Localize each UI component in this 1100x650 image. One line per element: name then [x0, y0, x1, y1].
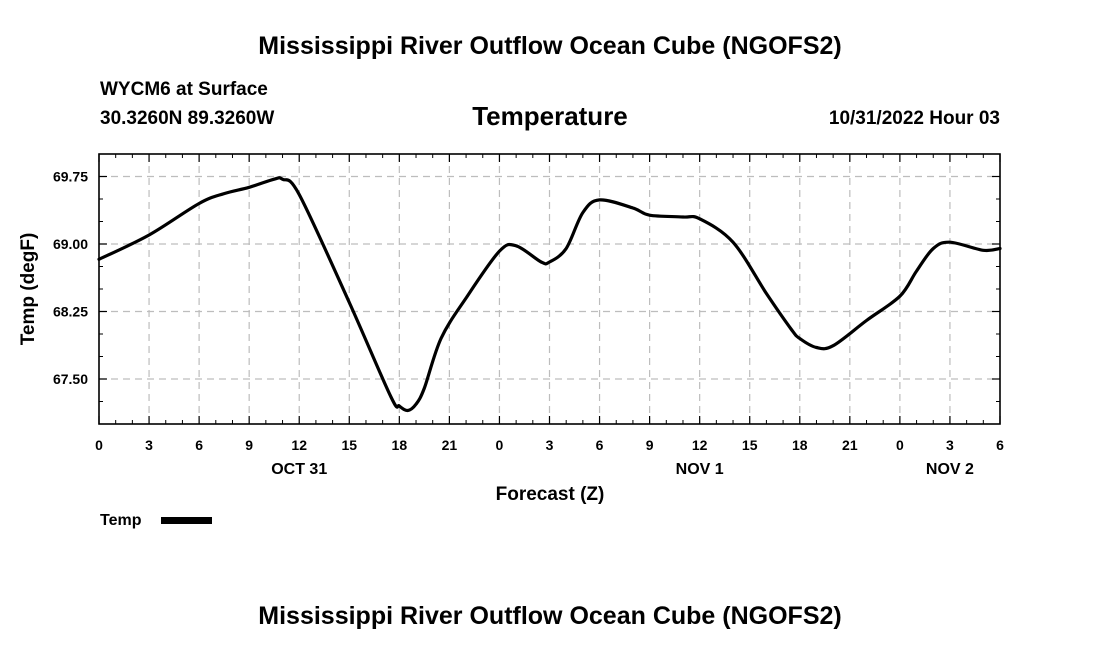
legend: Temp	[100, 512, 212, 529]
legend-label: Temp	[100, 512, 142, 529]
gridlines	[99, 154, 1000, 424]
y-tick-labels: 67.50 68.25 69.00 69.75	[53, 169, 88, 388]
temp-series-line	[97, 176, 1002, 413]
x-tick-label: 21	[842, 437, 858, 453]
y-tick-label: 68.25	[53, 304, 88, 320]
legend-swatch	[161, 517, 212, 524]
series-layer	[97, 176, 1002, 413]
y-tick-label: 69.00	[53, 236, 88, 252]
footer-title: Mississippi River Outflow Ocean Cube (NG…	[258, 602, 841, 630]
x-tick-label: 21	[442, 437, 458, 453]
x-tick-label: 18	[392, 437, 408, 453]
page-title: Mississippi River Outflow Ocean Cube (NG…	[258, 32, 841, 60]
x-tick-label: 3	[145, 437, 153, 453]
x-tick-label: 0	[496, 437, 504, 453]
x-tick-label: 6	[996, 437, 1004, 453]
x-tick-label: 0	[95, 437, 103, 453]
x-tick-label: 15	[341, 437, 357, 453]
date-label: NOV 2	[926, 461, 974, 478]
station-label: WYCM6 at Surface	[100, 79, 268, 100]
coordinates-label: 30.3260N 89.3260W	[100, 108, 274, 129]
forecast-datetime: 10/31/2022 Hour 03	[829, 108, 1000, 129]
x-tick-label: 9	[245, 437, 253, 453]
x-tick-label: 3	[546, 437, 554, 453]
x-tick-label: 18	[792, 437, 808, 453]
plot-frame	[98, 153, 1001, 425]
x-tick-label: 9	[646, 437, 654, 453]
date-labels: OCT 31 NOV 1 NOV 2	[271, 461, 974, 478]
chart-title: Temperature	[472, 101, 628, 131]
date-label: NOV 1	[676, 461, 724, 478]
y-tick-label: 69.75	[53, 169, 88, 185]
x-tick-labels: 0 3 6 9 12 15 18 21 0 3 6 9 12 15 18 21 0 3 6	[95, 437, 1004, 453]
x-tick-label: 6	[195, 437, 203, 453]
x-tick-label: 6	[596, 437, 604, 453]
y-axis-label: Temp (degF)	[18, 233, 39, 346]
x-tick-label: 15	[742, 437, 758, 453]
x-tick-label: 0	[896, 437, 904, 453]
date-label: OCT 31	[271, 461, 327, 478]
x-axis-label: Forecast (Z)	[496, 484, 605, 505]
x-tick-label: 12	[692, 437, 708, 453]
x-tick-label: 12	[291, 437, 307, 453]
y-tick-label: 67.50	[53, 371, 88, 387]
x-tick-label: 3	[946, 437, 954, 453]
